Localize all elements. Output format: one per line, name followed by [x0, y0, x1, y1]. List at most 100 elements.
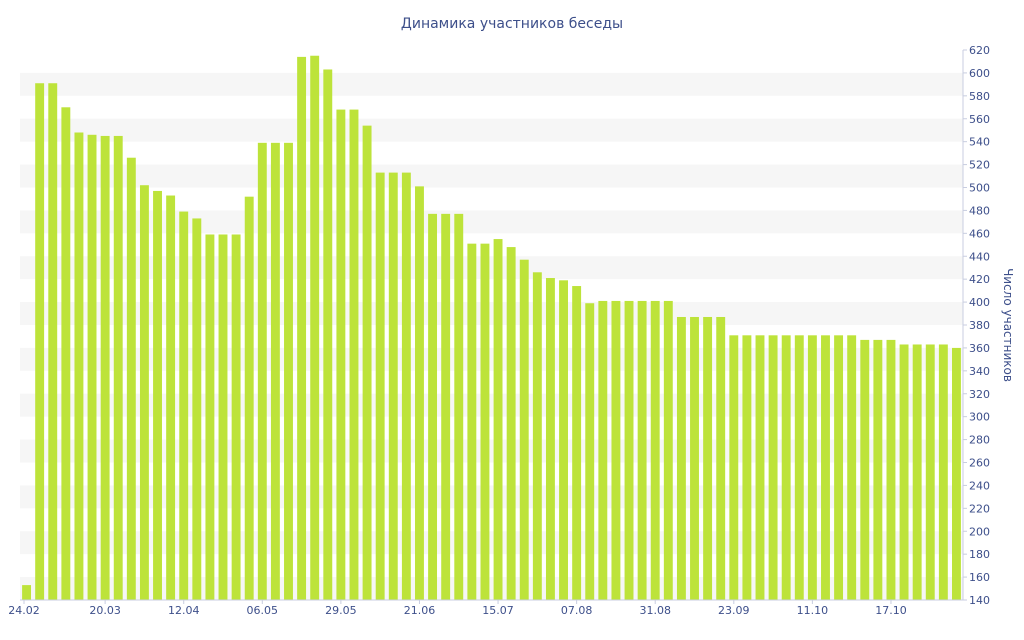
bar [323, 69, 333, 601]
bar [113, 135, 123, 600]
bar [48, 83, 58, 601]
y-tick-label: 220 [969, 502, 990, 515]
grid-band [20, 577, 963, 600]
bar [401, 172, 411, 600]
y-tick-label: 500 [969, 182, 990, 195]
bar [650, 300, 660, 600]
bar [74, 132, 84, 600]
bar [388, 172, 398, 600]
x-tick-label: 17.10 [875, 604, 907, 617]
bar [153, 190, 162, 600]
bar [467, 243, 477, 600]
x-tick-label: 06.05 [247, 604, 279, 617]
bar [87, 134, 97, 601]
y-tick-label: 300 [969, 411, 990, 424]
x-tick-label: 12.04 [168, 604, 200, 617]
y-tick-label: 540 [969, 136, 990, 149]
bar [35, 83, 45, 601]
bar [676, 316, 686, 600]
bar-series [22, 55, 961, 601]
bar [480, 243, 490, 600]
grid-band [20, 531, 963, 555]
x-tick-label: 31.08 [639, 604, 671, 617]
grid-band [20, 302, 963, 325]
y-tick-label: 380 [969, 319, 990, 332]
bar [794, 335, 804, 600]
bar [729, 335, 739, 600]
bar [441, 213, 451, 600]
bar [179, 211, 189, 600]
bar [192, 218, 202, 600]
bar [100, 135, 110, 600]
bar [781, 335, 791, 600]
bar [493, 239, 503, 600]
bar [205, 234, 215, 601]
grid-band [20, 256, 963, 280]
bar [519, 259, 529, 600]
bar [663, 300, 673, 600]
y-tick-label: 440 [969, 250, 990, 263]
bar [532, 272, 542, 600]
bar [768, 335, 778, 600]
y-axis: 140 160 180 200 220 240 260 280 300 320 340 360 380 4… [962, 44, 990, 607]
bar [22, 585, 32, 600]
bar [598, 300, 608, 600]
grid-band [20, 347, 963, 371]
y-axis-label: Число участников [1001, 268, 1015, 382]
grid-band [20, 118, 963, 142]
bar [244, 196, 254, 601]
y-tick-label: 180 [969, 548, 990, 561]
grid-band [20, 210, 963, 234]
bar [847, 335, 857, 600]
bar [270, 142, 280, 600]
bar [375, 172, 385, 600]
bar [139, 185, 149, 600]
bar [231, 234, 241, 601]
bar [349, 109, 359, 600]
bar [415, 186, 424, 600]
bar [336, 109, 346, 600]
y-tick-label: 580 [969, 90, 990, 103]
y-tick-label: 160 [969, 571, 990, 584]
bar [218, 234, 228, 601]
bar [585, 303, 595, 600]
bar [297, 56, 307, 601]
x-axis: 24.02 20.03 12.04 06.05 29.05 21.06 15.07 07.08… [8, 599, 963, 617]
bar [428, 213, 438, 600]
x-tick-label: 21.06 [404, 604, 436, 617]
bar [61, 107, 71, 600]
y-tick-label: 460 [969, 227, 990, 240]
x-tick-label: 15.07 [482, 604, 514, 617]
bar [624, 300, 634, 600]
y-tick-label: 560 [969, 113, 990, 126]
bar [912, 344, 922, 600]
bar [284, 142, 293, 600]
x-tick-label: 23.09 [718, 604, 750, 617]
bar [873, 339, 883, 600]
bar [899, 344, 909, 600]
grid-bands [20, 72, 963, 600]
y-tick-label: 620 [969, 44, 990, 57]
grid-band [20, 72, 963, 96]
y-tick-label: 360 [969, 342, 990, 355]
y-tick-label: 240 [969, 479, 990, 492]
x-tick-label: 20.03 [89, 604, 121, 617]
bar [925, 344, 935, 600]
y-tick-label: 140 [969, 594, 990, 607]
bar [938, 344, 948, 600]
chart-title: Динамика участников беседы [401, 16, 623, 32]
grid-band [20, 393, 963, 417]
y-tick-label: 400 [969, 296, 990, 309]
bar [690, 316, 699, 600]
bar [742, 335, 752, 600]
bar [952, 347, 961, 600]
bar [166, 195, 176, 600]
bar [559, 280, 568, 600]
bar [716, 316, 726, 600]
bar [126, 157, 136, 600]
bar [257, 142, 267, 600]
y-tick-label: 600 [969, 67, 990, 80]
bar [834, 335, 844, 600]
x-tick-label: 07.08 [561, 604, 593, 617]
bar [611, 300, 621, 600]
